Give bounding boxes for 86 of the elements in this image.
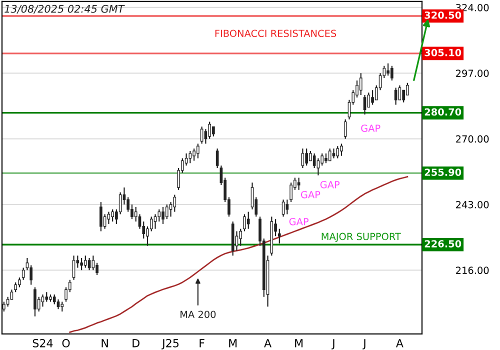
candlestick <box>56 298 60 310</box>
x-tick-label: S24 <box>32 338 53 348</box>
annotation: GAP <box>320 180 340 188</box>
candlestick <box>336 146 340 159</box>
candlestick <box>390 65 394 82</box>
x-tick-label: A <box>264 339 272 348</box>
candlestick <box>324 152 328 164</box>
x-tick-label: J <box>362 339 366 350</box>
x-tick-label: O <box>62 338 70 348</box>
candlestick <box>363 94 366 116</box>
candlestick <box>356 80 358 98</box>
x-tick-label: A <box>396 339 404 348</box>
candlestick <box>386 62 390 76</box>
candlestick <box>212 126 215 137</box>
ref-line-label: 305.10 <box>424 48 462 56</box>
x-tick-label: J25 <box>161 338 179 350</box>
candlestick <box>111 208 114 222</box>
annotation: GAP <box>289 218 309 226</box>
x-tick-label: M <box>229 339 237 348</box>
candlestick <box>371 90 374 106</box>
candlestick <box>130 204 134 220</box>
candlestick <box>100 202 102 232</box>
candlestick <box>305 148 308 166</box>
annotation: MAJOR SUPPORT <box>322 232 401 242</box>
annotation: GAP <box>361 124 380 132</box>
x-tick-label: F <box>200 339 204 348</box>
candlestick <box>52 294 56 305</box>
candlestick <box>328 148 332 162</box>
candlestick <box>282 199 285 218</box>
candlestick <box>359 72 362 96</box>
candlestick <box>340 143 343 156</box>
candlestick <box>41 294 44 308</box>
candlestick <box>34 286 36 317</box>
ref-line-label: 255.90 <box>424 168 462 176</box>
x-tick-label: N <box>102 339 108 348</box>
x-tick-label: M <box>295 339 303 348</box>
candlestick <box>192 148 196 162</box>
text: MA 200 <box>180 310 216 318</box>
candlestick <box>165 204 168 220</box>
candlestick <box>60 301 64 312</box>
candlestick <box>154 214 157 230</box>
candlestick <box>188 150 192 164</box>
candlestick <box>312 152 316 169</box>
candlestick <box>107 211 110 225</box>
candlestick <box>162 206 164 225</box>
candlestick <box>92 255 95 271</box>
candlestick <box>290 182 292 203</box>
candlestick <box>196 143 200 159</box>
candlestick <box>344 118 347 140</box>
y-tick-label: 270.00 <box>456 135 489 143</box>
candlestick <box>216 148 219 169</box>
annotation: FIBONACCI RESISTANCES <box>215 30 336 38</box>
candlestick <box>286 199 289 215</box>
candlestick <box>297 177 300 190</box>
line-series <box>69 176 408 333</box>
annotation: GAP <box>300 190 320 198</box>
candlestick <box>278 228 281 244</box>
candlestick <box>208 121 211 140</box>
candlestick <box>2 301 6 312</box>
candlestick <box>72 255 76 280</box>
candlestick <box>22 267 25 280</box>
x-tick-label: D <box>132 339 140 348</box>
candlestick <box>96 262 98 276</box>
candlestick <box>246 211 250 230</box>
candlestick <box>18 276 21 288</box>
y-tick-label: 297.00 <box>456 70 489 77</box>
candlestick <box>301 148 304 169</box>
candlestick <box>394 87 398 106</box>
candlestick <box>173 194 176 212</box>
candlestick <box>80 257 83 271</box>
annotation: 13/08/2025 02:45 GMT <box>4 4 125 14</box>
ref-line-label: 280.70 <box>424 108 462 116</box>
candlestick <box>88 257 91 271</box>
y-tick-label: 243.00 <box>456 200 489 208</box>
candlestick <box>45 292 48 302</box>
ref-line-label: 226.50 <box>424 240 462 248</box>
y-tick-label: 216.00 <box>456 266 489 274</box>
candlestick <box>316 158 320 176</box>
candlestick <box>239 228 242 246</box>
candlestick <box>243 214 246 232</box>
ref-line-label: 320.50 <box>424 11 462 19</box>
candlestick <box>398 84 402 100</box>
candlestick <box>14 282 17 293</box>
candlestick <box>332 148 336 159</box>
x-tick-label: J <box>332 339 334 350</box>
candlestick <box>84 255 87 268</box>
